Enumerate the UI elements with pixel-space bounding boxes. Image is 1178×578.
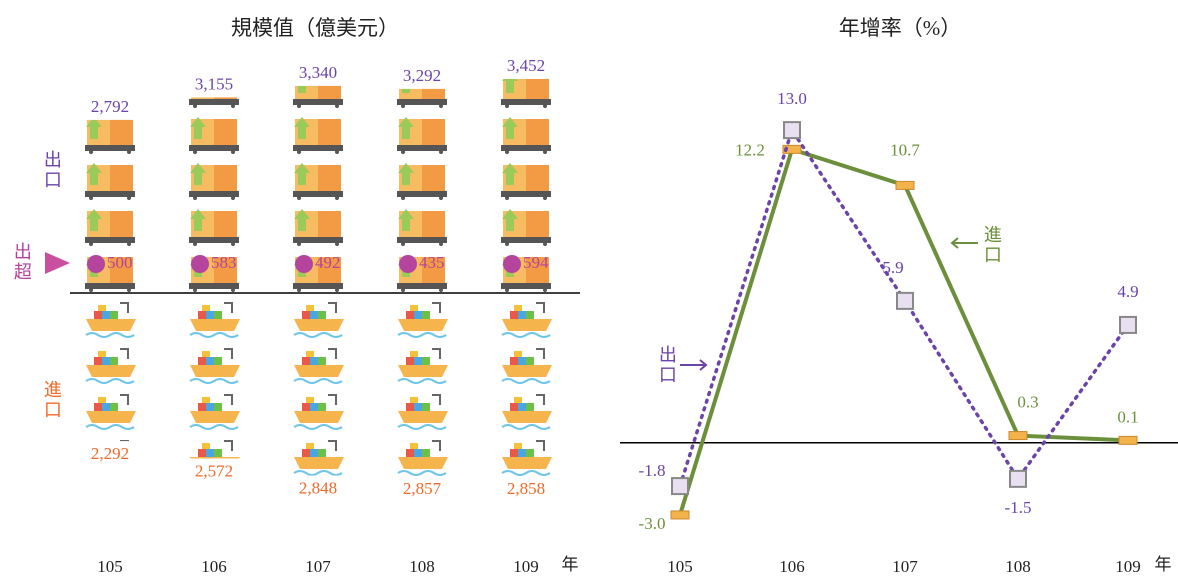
value-label: 2,292 (91, 444, 129, 463)
legend-label: 出口 (657, 345, 677, 385)
value-label: 500 (107, 253, 133, 272)
series-line (678, 146, 1129, 516)
x-axis-label: 年 (1155, 555, 1172, 574)
value-label: 3,452 (507, 56, 545, 75)
value-label: 3,155 (195, 74, 233, 93)
x-tick-label: 105 (97, 557, 123, 576)
import-bar (499, 299, 553, 477)
point-marker (895, 180, 915, 190)
value-label: -1.5 (1005, 498, 1032, 517)
value-label: 3,292 (403, 66, 441, 85)
value-label: 5.9 (882, 258, 903, 277)
x-tick-label: 105 (667, 557, 693, 576)
value-label: 583 (211, 253, 237, 272)
x-tick-label: 107 (892, 557, 918, 576)
legend-arrow (680, 359, 708, 371)
x-tick-label: 108 (1005, 557, 1031, 576)
x-tick-label: 106 (779, 557, 805, 576)
value-label: 4.9 (1117, 282, 1138, 301)
value-label: 2,857 (403, 479, 442, 498)
x-axis-label: 年 (562, 555, 579, 574)
value-label: 2,858 (507, 479, 545, 498)
surplus-marker (399, 255, 417, 273)
value-label: 2,792 (91, 97, 129, 116)
legend-label: 進口 (42, 380, 62, 420)
import-bar (187, 299, 241, 459)
point-marker (1118, 435, 1138, 445)
x-tick-label: 109 (513, 557, 539, 576)
import-bar (395, 299, 449, 477)
point-marker (671, 477, 689, 496)
x-tick-label: 109 (1115, 557, 1141, 576)
value-label: 435 (419, 253, 445, 272)
chart-title: 規模值（億美元） (231, 16, 399, 40)
point-marker (1008, 431, 1028, 441)
point-marker (783, 121, 801, 140)
legend-label: 出口 (42, 150, 62, 190)
value-label: 10.7 (890, 140, 920, 159)
value-label: 12.2 (735, 140, 765, 159)
point-marker (1009, 469, 1027, 488)
import-bar (291, 299, 345, 476)
point-marker (896, 291, 914, 310)
point-marker (1119, 315, 1137, 334)
legend-arrow (950, 237, 978, 249)
surplus-marker (503, 255, 521, 273)
x-tick-label: 108 (409, 557, 435, 576)
surplus-marker (87, 255, 105, 273)
x-tick-label: 106 (201, 557, 227, 576)
value-label: 594 (523, 253, 549, 272)
value-label: 0.1 (1117, 407, 1138, 426)
legend-label: 進口 (982, 225, 1002, 265)
value-label: 3,340 (299, 63, 337, 82)
surplus-marker (295, 255, 313, 273)
value-label: 492 (315, 253, 341, 272)
surplus-marker (191, 255, 209, 273)
value-label: 0.3 (1017, 392, 1038, 411)
legend-marker (45, 252, 70, 274)
value-label: -1.8 (639, 461, 666, 480)
legend-label: 出超 (12, 242, 32, 282)
value-label: -3.0 (639, 514, 666, 533)
x-tick-label: 107 (305, 557, 331, 576)
value-label: 2,572 (195, 461, 233, 480)
point-marker (670, 510, 690, 520)
point-marker (782, 144, 802, 154)
import-bar (83, 299, 137, 442)
chart-title: 年增率（%） (839, 16, 962, 40)
value-label: 2,848 (299, 478, 337, 497)
value-label: 13.0 (777, 89, 807, 108)
